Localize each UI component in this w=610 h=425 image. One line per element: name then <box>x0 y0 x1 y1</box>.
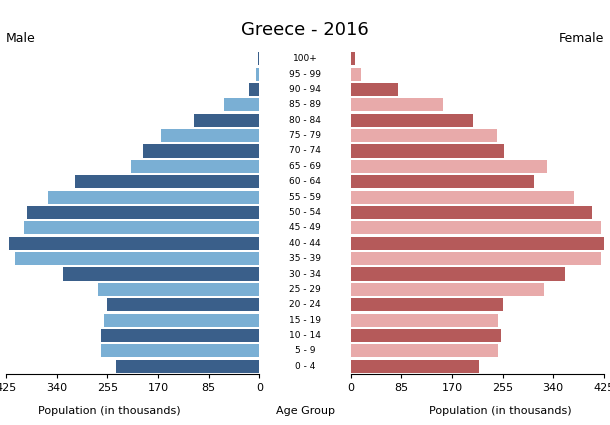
Text: 10 - 14: 10 - 14 <box>289 331 321 340</box>
Text: 85 - 89: 85 - 89 <box>289 100 321 109</box>
Text: 50 - 54: 50 - 54 <box>289 208 321 217</box>
Text: 90 - 94: 90 - 94 <box>289 85 321 94</box>
Bar <box>351 175 534 188</box>
Bar <box>351 83 398 96</box>
Text: 70 - 74: 70 - 74 <box>289 147 321 156</box>
Bar <box>143 144 259 158</box>
Bar <box>256 68 259 81</box>
Text: 80 - 84: 80 - 84 <box>289 116 321 125</box>
Bar <box>131 160 259 173</box>
Bar <box>351 98 443 111</box>
Bar <box>15 252 259 265</box>
Text: 30 - 34: 30 - 34 <box>289 269 321 278</box>
Bar <box>351 221 601 235</box>
Bar <box>194 113 259 127</box>
Bar <box>98 283 259 296</box>
Text: 100+: 100+ <box>293 54 317 63</box>
Bar <box>48 190 259 204</box>
Text: Greece - 2016: Greece - 2016 <box>241 21 369 39</box>
Bar <box>351 283 544 296</box>
Bar <box>249 83 259 96</box>
Text: 45 - 49: 45 - 49 <box>289 224 321 232</box>
Text: 55 - 59: 55 - 59 <box>289 193 321 201</box>
Bar <box>24 221 259 235</box>
Bar <box>101 329 259 342</box>
Text: 75 - 79: 75 - 79 <box>289 131 321 140</box>
Bar <box>9 237 259 250</box>
Bar <box>351 314 498 327</box>
Text: 95 - 99: 95 - 99 <box>289 70 321 79</box>
Text: 15 - 19: 15 - 19 <box>289 316 321 325</box>
Text: Female: Female <box>559 32 604 45</box>
Bar <box>351 206 592 219</box>
Text: 25 - 29: 25 - 29 <box>289 285 321 294</box>
Bar <box>351 52 356 65</box>
Bar <box>351 113 473 127</box>
Text: 5 - 9: 5 - 9 <box>295 346 315 355</box>
Bar <box>351 190 574 204</box>
Bar <box>117 360 259 373</box>
Bar <box>351 252 601 265</box>
Bar <box>107 298 259 312</box>
Text: 0 - 4: 0 - 4 <box>295 362 315 371</box>
Bar <box>104 314 259 327</box>
Bar <box>351 237 604 250</box>
Bar <box>351 68 361 81</box>
Text: 65 - 69: 65 - 69 <box>289 162 321 171</box>
Text: Age Group: Age Group <box>276 406 334 416</box>
Bar <box>351 298 503 312</box>
Bar <box>101 344 259 357</box>
Bar <box>258 52 259 65</box>
Bar <box>27 206 259 219</box>
Bar <box>351 144 504 158</box>
Text: Population (in thousands): Population (in thousands) <box>38 406 181 416</box>
Text: 20 - 24: 20 - 24 <box>289 300 321 309</box>
Bar <box>74 175 259 188</box>
Bar <box>351 344 498 357</box>
Text: Population (in thousands): Population (in thousands) <box>429 406 572 416</box>
Bar <box>351 329 501 342</box>
Bar <box>161 129 259 142</box>
Bar <box>63 267 259 280</box>
Bar <box>224 98 259 111</box>
Text: 60 - 64: 60 - 64 <box>289 177 321 186</box>
Bar <box>351 160 547 173</box>
Bar <box>351 360 479 373</box>
Text: 35 - 39: 35 - 39 <box>289 254 321 263</box>
Bar <box>351 129 497 142</box>
Text: 40 - 44: 40 - 44 <box>289 239 321 248</box>
Text: Male: Male <box>6 32 36 45</box>
Bar <box>351 267 565 280</box>
